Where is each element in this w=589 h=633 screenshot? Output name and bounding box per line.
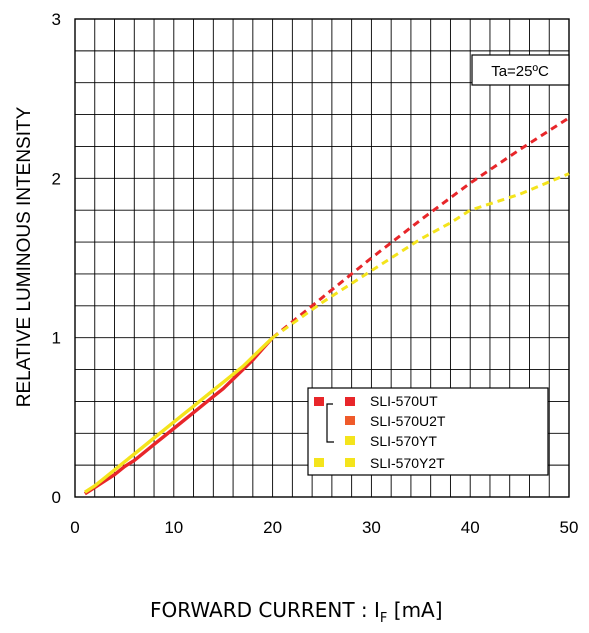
y-tick-label: 2 xyxy=(52,169,61,188)
legend: SLI-570UT SLI-570U2T SLI-570YT SLI-570Y2… xyxy=(307,387,549,476)
x-axis-label: FORWARD CURRENT : IF [mA] xyxy=(150,598,570,626)
legend-label-sli-570ut: SLI-570UT xyxy=(370,393,438,409)
legend-swatch-sli-570y2t xyxy=(345,458,355,467)
legend-swatch-sli-570yt xyxy=(345,436,355,445)
y-axis-label: RELATIVE LUMINOUS INTENSITY xyxy=(14,106,35,407)
x-tick-label: 20 xyxy=(263,518,282,537)
x-tick-label: 0 xyxy=(70,518,79,537)
legend-label-sli-570u2t: SLI-570U2T xyxy=(370,413,446,429)
x-tick-label: 40 xyxy=(461,518,480,537)
x-tick-label: 10 xyxy=(164,518,183,537)
series-line-dashed-sli-570yt xyxy=(271,172,570,339)
x-axis-label-unit: [mA] xyxy=(387,598,443,622)
series-line-dashed-sli-570ut xyxy=(271,116,570,339)
annotation-frame xyxy=(471,54,570,86)
legend-bracket xyxy=(326,403,334,443)
legend-label-sli-570yt: SLI-570YT xyxy=(370,433,437,449)
y-tick-label: 3 xyxy=(52,10,61,29)
legend-swatch-sli-570u2t xyxy=(345,416,355,425)
legend-label-sli-570y2t: SLI-570Y2T xyxy=(370,455,445,471)
x-tick-label: 30 xyxy=(362,518,381,537)
annotation-box: Ta=25ºC xyxy=(471,54,570,86)
y-tick-label: 0 xyxy=(52,488,61,507)
tick-labels: 0 10 20 30 40 50 0 1 2 3 xyxy=(52,10,579,537)
x-axis-label-subscript: F xyxy=(379,611,388,626)
legend-swatch-sli-570ut-outer xyxy=(314,397,324,406)
annotation-text: Ta=25ºC xyxy=(491,63,549,80)
series-line-sli-570yt xyxy=(83,336,274,494)
y-tick-label: 1 xyxy=(52,329,61,348)
legend-swatch-sli-570y2t-outer xyxy=(314,458,324,467)
plot-frame xyxy=(74,18,570,498)
series-layer xyxy=(83,116,570,496)
x-tick-label: 50 xyxy=(560,518,579,537)
x-axis-label-main: FORWARD CURRENT : I xyxy=(150,598,380,622)
legend-swatch-sli-570ut xyxy=(345,397,355,406)
series-line-sli-570ut xyxy=(83,336,274,496)
